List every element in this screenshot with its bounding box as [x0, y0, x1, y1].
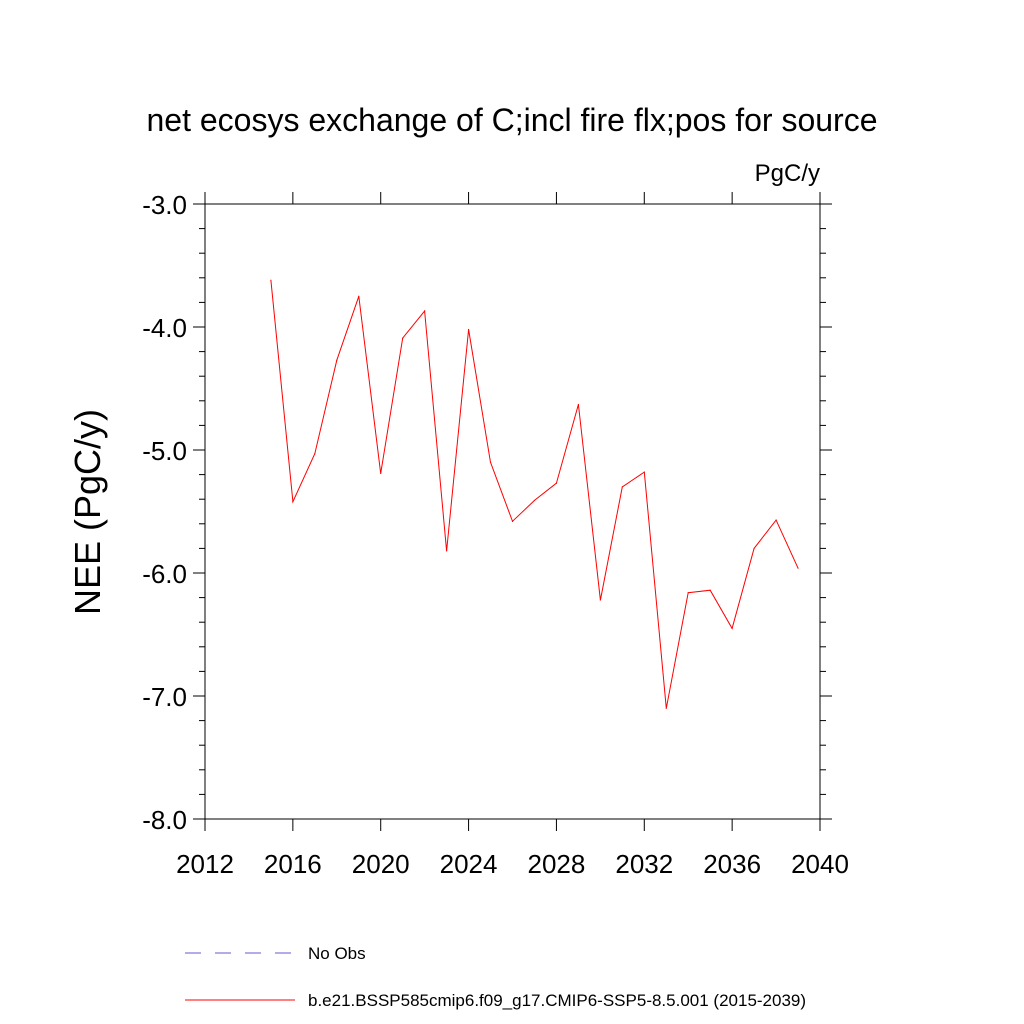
x-tick-label: 2040	[791, 849, 849, 879]
data-point	[314, 453, 316, 455]
legend: No Obs b.e21.BSSP585cmip6.f09_g17.CMIP6-…	[185, 944, 806, 1010]
data-point	[687, 592, 689, 594]
data-point	[489, 461, 492, 463]
y-tick-label: -6.0	[142, 559, 187, 589]
data-point	[402, 337, 404, 339]
x-tick-label: 2024	[440, 849, 498, 879]
x-tick-label: 2016	[264, 849, 322, 879]
data-point	[709, 589, 711, 591]
series-layer	[270, 279, 799, 709]
data-point	[533, 499, 536, 502]
data-point	[599, 599, 601, 601]
x-tick-label: 2028	[528, 849, 586, 879]
data-point	[643, 471, 645, 473]
minor-ticks	[199, 228, 826, 795]
data-point	[424, 310, 426, 312]
data-point	[446, 550, 448, 552]
data-point	[292, 501, 294, 503]
major-ticks	[193, 192, 832, 831]
x-tick-label: 2036	[703, 849, 761, 879]
data-point	[270, 279, 272, 281]
data-point	[467, 328, 470, 331]
data-point	[358, 295, 360, 297]
series-line	[270, 280, 799, 709]
x-tick-label: 2032	[615, 849, 673, 879]
data-point	[555, 482, 558, 484]
y-tick-label: -7.0	[142, 682, 187, 712]
y-tick-label: -5.0	[142, 436, 187, 466]
y-tick-label: -8.0	[142, 805, 187, 835]
y-tick-label: -4.0	[142, 313, 187, 343]
data-point	[380, 472, 382, 474]
x-tick-label: 2020	[352, 849, 410, 879]
data-point	[577, 403, 579, 406]
y-axis-label: NEE (PgC/y)	[67, 409, 108, 615]
legend-series-label: b.e21.BSSP585cmip6.f09_g17.CMIP6-SSP5-8.…	[308, 991, 806, 1010]
chart-title: net ecosys exchange of C;incl fire flx;p…	[146, 102, 877, 138]
units-label: PgC/y	[755, 160, 820, 187]
data-point	[511, 520, 514, 522]
tick-labels: -8.0 -7.0 -6.0 -5.0 -4.0 -3.0 2012 2016 2020 2024…	[142, 190, 849, 879]
data-point	[665, 707, 667, 709]
x-tick-label: 2012	[176, 849, 234, 879]
data-point	[336, 359, 338, 361]
plot-area-frame	[204, 203, 821, 820]
data-point	[797, 567, 799, 569]
data-point	[775, 519, 777, 521]
data-point	[731, 627, 733, 629]
y-tick-label: -3.0	[142, 190, 187, 220]
legend-no-obs-label: No Obs	[308, 944, 366, 963]
data-point	[753, 547, 755, 550]
data-point	[621, 486, 623, 488]
